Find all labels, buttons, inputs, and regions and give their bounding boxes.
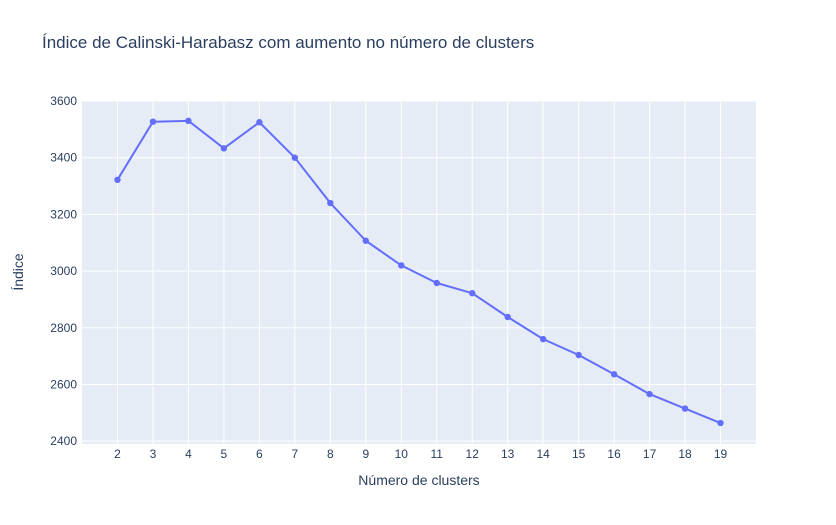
x-tick-label: 4 [185,447,192,461]
x-tick-label: 18 [678,447,692,461]
x-tick-label: 13 [501,447,515,461]
x-tick-label: 14 [536,447,550,461]
y-tick-label: 2800 [50,321,77,335]
series-line [116,119,721,424]
x-tick-label: 8 [327,447,334,461]
x-tick-label: 2 [114,447,121,461]
x-tick-label: 16 [607,447,621,461]
y-axis-label: Índice [10,253,26,291]
x-tick-label: 6 [256,447,263,461]
x-tick-label: 17 [643,447,657,461]
data-point [610,371,618,378]
data-point [185,117,192,125]
data-point [398,262,405,269]
x-tick-label: 5 [221,447,228,461]
x-tick-label: 10 [395,447,409,461]
data-point [469,289,476,297]
data-point [220,145,228,152]
y-tick-label: 3400 [50,151,77,165]
x-tick-label: 19 [714,447,728,461]
data-point [575,351,582,359]
data-point [646,390,653,398]
x-tick-label: 15 [572,447,586,461]
plot-background [82,101,756,444]
data-point [362,237,369,244]
y-tick-label: 3000 [50,264,77,278]
data-point [327,199,334,207]
x-tick-label: 12 [466,447,480,461]
x-axis-label: Número de clusters [358,472,480,488]
data-point [114,176,121,184]
x-tick-label: 3 [150,447,157,461]
x-tick-label: 7 [291,447,298,461]
data-point [149,118,157,125]
y-tick-label: 2600 [50,377,77,391]
x-tick-label: 11 [431,447,444,461]
data-point [433,279,440,287]
data-point [539,335,547,343]
data-point [681,405,689,412]
data-point [717,419,724,427]
y-tick-label: 2400 [50,434,77,448]
x-tick-label: 9 [362,447,369,461]
y-tick-label: 3200 [50,207,77,221]
data-point [504,313,511,321]
chart-title: Índice de Calinski-Harabasz com aumento … [42,33,535,52]
y-tick-label: 3600 [50,94,77,108]
data-point [291,154,299,161]
data-point [256,119,263,126]
